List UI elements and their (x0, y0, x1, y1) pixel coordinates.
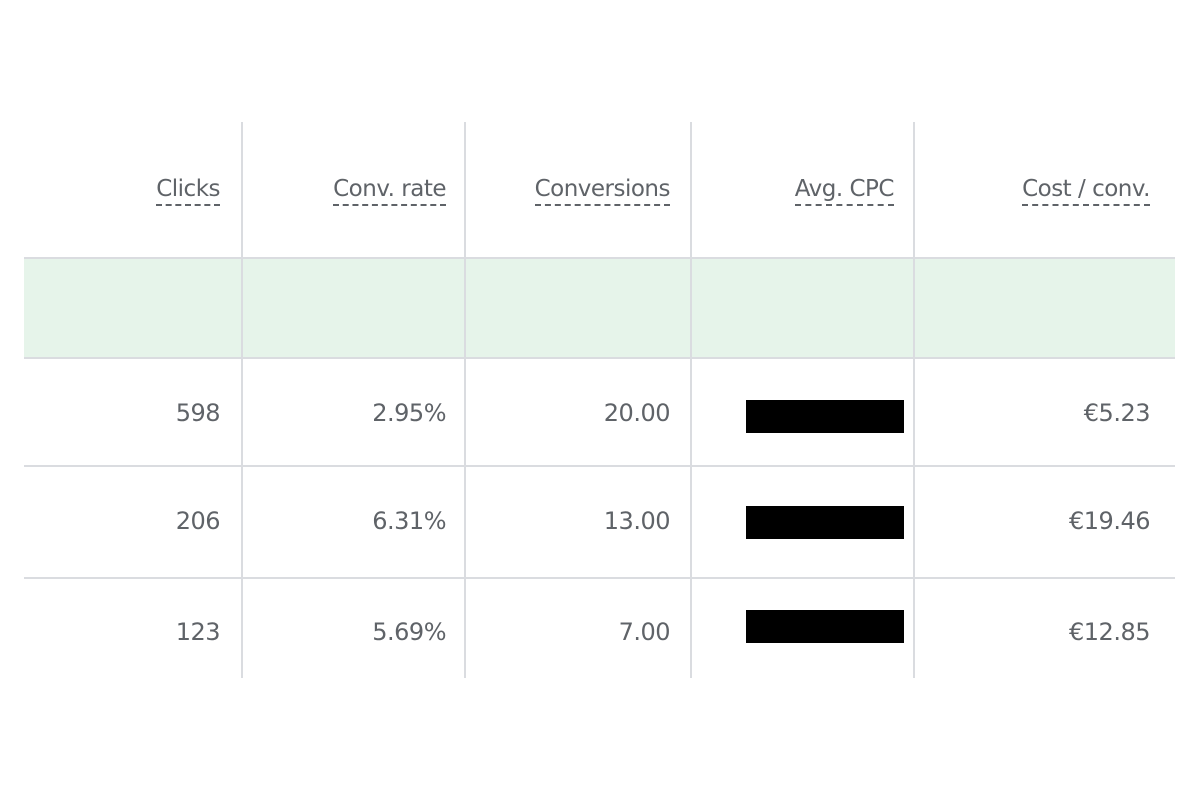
column-header[interactable]: Conv. rate (333, 174, 446, 206)
column-header[interactable]: Cost / conv. (1022, 174, 1150, 206)
column-divider (913, 122, 915, 678)
redacted-cell (746, 506, 904, 539)
cell: €5.23 (1083, 399, 1151, 427)
cell: 7.00 (618, 618, 671, 646)
row-divider (24, 257, 1175, 259)
row-divider (24, 357, 1175, 359)
cell: 2.95% (372, 399, 446, 427)
redacted-cell (746, 610, 904, 643)
cell: €12.85 (1069, 618, 1150, 646)
column-header[interactable]: Clicks (156, 174, 220, 206)
summary-row (24, 259, 1175, 358)
redacted-cell (746, 400, 904, 433)
cell: 20.00 (603, 399, 671, 427)
column-divider (241, 122, 243, 678)
row-divider (24, 577, 1175, 579)
column-header[interactable]: Avg. CPC (794, 174, 895, 206)
row-divider (24, 465, 1175, 467)
column-divider (464, 122, 466, 678)
cell: €19.46 (1069, 507, 1150, 535)
column-header[interactable]: Conversions (534, 174, 671, 206)
cell: 6.31% (372, 507, 446, 535)
column-divider (690, 122, 692, 678)
cell: 598 (175, 399, 221, 427)
cell: 123 (175, 618, 221, 646)
cell: 13.00 (603, 507, 671, 535)
cell: 206 (175, 507, 221, 535)
cell: 5.69% (372, 618, 446, 646)
